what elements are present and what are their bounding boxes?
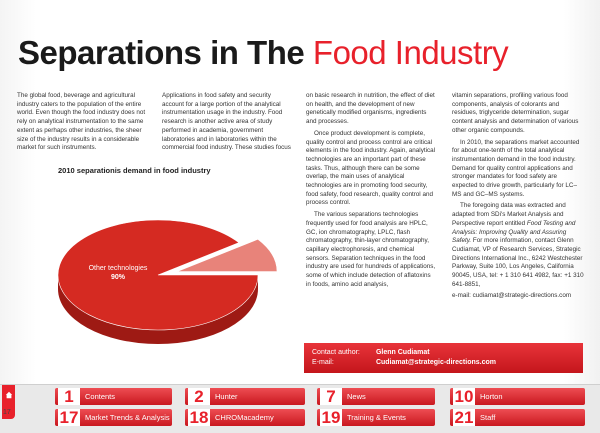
author-value: Glenn Cudiamat [375,349,430,356]
nav-training-events[interactable]: 19 Training & Events [317,409,435,426]
nav-staff[interactable]: 21 Staff [450,409,585,426]
nav-label: Staff [480,413,496,422]
slice-name: Other technologies [88,265,148,272]
article-column-4: vitamin separations, profiling various f… [452,92,584,304]
nav-horton[interactable]: 10 Horton [450,388,585,405]
source-note: The foregoing data was extracted and ada… [452,202,566,227]
home-icon [5,391,13,399]
nav-number: 21 [453,409,475,426]
paragraph: The global food, beverage and agricultur… [17,92,146,152]
nav-market-trends[interactable]: 17 Market Trends & Analysis [55,409,172,426]
nav-number: 18 [188,409,210,426]
article-column-1: The global food, beverage and agricultur… [17,92,147,156]
email-value[interactable]: Cudiamat@strategic-directions.com [375,359,496,366]
nav-number: 17 [58,409,80,426]
chart-title: 2010 separationis demand in food industr… [58,166,211,175]
nav-label: Training & Events [347,413,406,422]
nav-number: 7 [320,388,342,405]
contact-info: For more information, contact Glenn Cudi… [452,237,584,288]
title-accent: Food Industry [312,34,509,71]
slice-value: 90% [110,274,125,281]
contact-email-row: E-mail: Cudiamat@strategic-directions.co… [312,358,496,367]
pie-slice-separations [176,238,278,272]
paragraph: vitamin separations, profiling various f… [452,92,579,134]
slice-name: Separations [262,290,300,297]
paragraph: Applications in food safety and security… [162,92,291,152]
slice-value: 10% [273,299,288,306]
article-column-2: Applications in food safety and security… [162,92,294,156]
pie-label-other: Other technologies 90% [78,264,158,282]
nav-number: 10 [453,388,475,405]
page-title: Separations in The Food Industry [18,34,509,72]
paragraph: on basic research in nutrition, the effe… [306,92,435,126]
nav-chromacademy[interactable]: 18 CHROMacademy [185,409,305,426]
paragraph: Once product development is complete, qu… [306,129,436,207]
nav-news[interactable]: 7 News [317,388,435,405]
nav-label: Contents [85,392,116,401]
nav-label: Market Trends & Analysis [85,413,170,422]
pie-slice-side-0 [58,275,258,344]
page-number: 17 [3,409,11,416]
nav-label: CHROMacademy [215,413,274,422]
contact-box: Contact author: Glenn Cudiamat E-mail: C… [304,343,583,373]
nav-label: Hunter [215,392,238,401]
contact-author-row: Contact author: Glenn Cudiamat [312,348,430,357]
nav-label: Horton [480,392,503,401]
nav-number: 1 [58,388,80,405]
paragraph: The various separations technologies fre… [306,211,436,288]
pie-label-separations: Separations 10% [255,289,307,307]
home-button[interactable] [2,385,15,419]
article-column-3: on basic research in nutrition, the effe… [306,92,436,292]
nav-label: News [347,392,366,401]
nav-hunter[interactable]: 2 Hunter [185,388,305,405]
nav-number: 19 [320,409,342,426]
nav-contents[interactable]: 1 Contents [55,388,172,405]
email-label: E-mail: [312,359,334,366]
report-title: Food Testing and Analysis: Improving Qua… [452,219,576,245]
paragraph: The foregoing data was extracted and ada… [452,202,584,289]
pie-slice-other-technologies [57,219,259,331]
email-line: e-mail: cudiamat@strategic-directions.co… [452,292,572,300]
title-main: Separations in The [18,34,305,71]
nav-number: 2 [188,388,210,405]
paragraph: In 2010, the separations market accounte… [452,138,580,198]
author-label: Contact author: [312,349,360,356]
